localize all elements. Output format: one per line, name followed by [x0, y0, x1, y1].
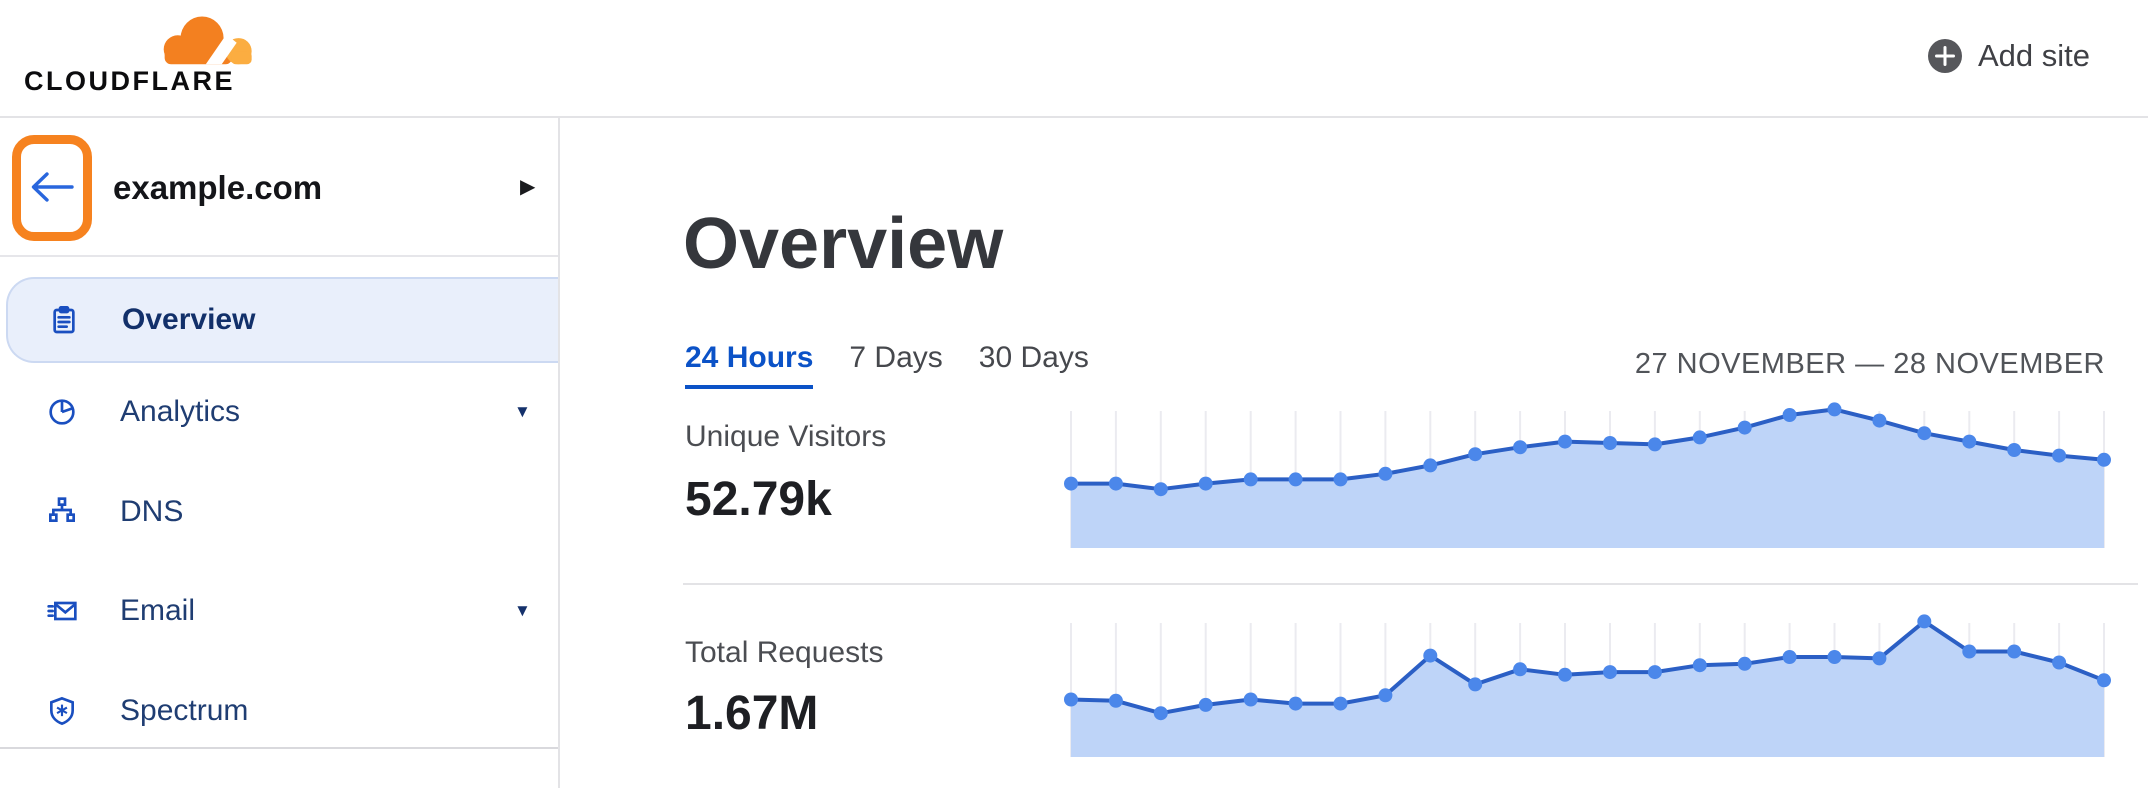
- tab-24-hours[interactable]: 24 Hours: [685, 341, 814, 389]
- sidebar-item-spectrum[interactable]: Spectrum: [0, 671, 558, 751]
- sidebar-item-analytics[interactable]: Analytics ▼: [0, 372, 558, 452]
- time-range-tabs: 24 Hours 7 Days 30 Days: [685, 341, 1089, 389]
- cloudflare-cloud-icon: [163, 16, 252, 65]
- sidebar-item-label: Email: [120, 594, 196, 627]
- tab-7-days[interactable]: 7 Days: [849, 341, 943, 374]
- shield-spectrum-icon: [50, 696, 74, 726]
- plus-circle-icon: [1927, 39, 1962, 73]
- sidebar-item-email[interactable]: Email ▼: [0, 571, 558, 651]
- sidebar-item-label: DNS: [120, 495, 184, 528]
- sidebar-section-divider: [0, 747, 558, 749]
- top-header: CLOUDFLARE Add site: [0, 0, 2148, 118]
- sidebar-item-dns[interactable]: DNS: [0, 472, 558, 552]
- back-arrow-icon[interactable]: [28, 168, 76, 206]
- tab-30-days[interactable]: 30 Days: [978, 341, 1089, 374]
- total-requests-chart: [1064, 614, 2111, 757]
- total-requests-value: 1.67M: [685, 687, 819, 740]
- unique-visitors-label: Unique Visitors: [685, 420, 887, 453]
- cloudflare-logo-text: CLOUDFLARE: [24, 66, 235, 96]
- section-divider: [683, 583, 2138, 585]
- unique-visitors-chart: [1064, 402, 2111, 548]
- clipboard-icon: [53, 306, 75, 334]
- email-icon: [47, 601, 77, 621]
- chevron-down-icon[interactable]: ▼: [514, 601, 531, 620]
- total-requests-label: Total Requests: [685, 636, 884, 669]
- sidebar-item-label: Spectrum: [120, 694, 249, 727]
- site-expand-caret-icon[interactable]: ▶: [520, 176, 536, 198]
- unique-visitors-value: 52.79k: [685, 473, 832, 526]
- cloudflare-logo[interactable]: CLOUDFLARE: [24, 6, 264, 110]
- add-site-label: Add site: [1977, 38, 2090, 73]
- sidebar: example.com ▶ Overview Analytic: [0, 118, 560, 788]
- site-selector-row[interactable]: example.com ▶: [0, 118, 558, 257]
- pie-chart-icon: [49, 399, 75, 425]
- sidebar-item-label: Overview: [122, 303, 256, 336]
- add-site-button[interactable]: Add site: [1927, 38, 2090, 74]
- date-range-label: 27 NOVEMBER — 28 NOVEMBER: [1634, 348, 2105, 380]
- chevron-down-icon[interactable]: ▼: [514, 402, 531, 421]
- site-name: example.com: [113, 169, 323, 206]
- sidebar-item-overview[interactable]: Overview: [6, 277, 558, 363]
- page-title: Overview: [683, 204, 1004, 284]
- sitemap-icon: [49, 497, 75, 522]
- sidebar-item-label: Analytics: [120, 395, 241, 428]
